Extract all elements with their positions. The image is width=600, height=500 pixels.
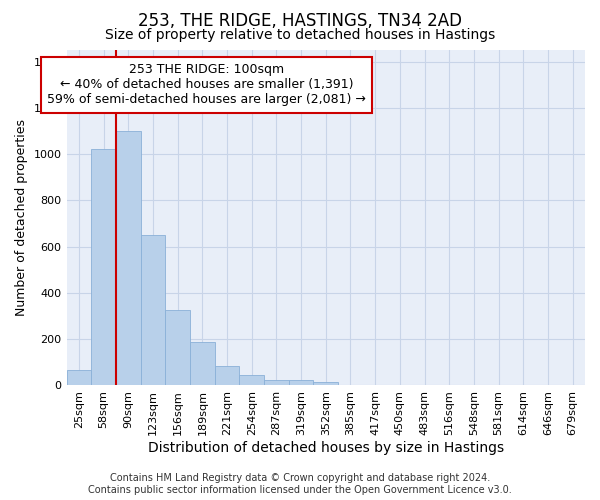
Bar (264, 380, 289, 386)
Text: Contains HM Land Registry data © Crown copyright and database right 2024.
Contai: Contains HM Land Registry data © Crown c… (88, 474, 512, 495)
Text: 253 THE RIDGE: 100sqm
← 40% of detached houses are smaller (1,391)
59% of semi-d: 253 THE RIDGE: 100sqm ← 40% of detached … (47, 64, 366, 106)
Y-axis label: Number of detached properties: Number of detached properties (15, 119, 28, 316)
Bar (165, 310, 190, 386)
Bar (140, 235, 165, 386)
X-axis label: Distribution of detached houses by size in Hastings: Distribution of detached houses by size … (148, 441, 504, 455)
Bar (289, 380, 313, 386)
Text: Size of property relative to detached houses in Hastings: Size of property relative to detached ho… (105, 28, 495, 42)
Bar (239, 374, 264, 386)
Bar (91, 150, 116, 386)
Bar (116, 131, 140, 386)
Text: 253, THE RIDGE, HASTINGS, TN34 2AD: 253, THE RIDGE, HASTINGS, TN34 2AD (138, 12, 462, 30)
Bar (313, 382, 338, 386)
Bar (190, 342, 215, 386)
Bar (67, 370, 91, 386)
Bar (215, 366, 239, 386)
